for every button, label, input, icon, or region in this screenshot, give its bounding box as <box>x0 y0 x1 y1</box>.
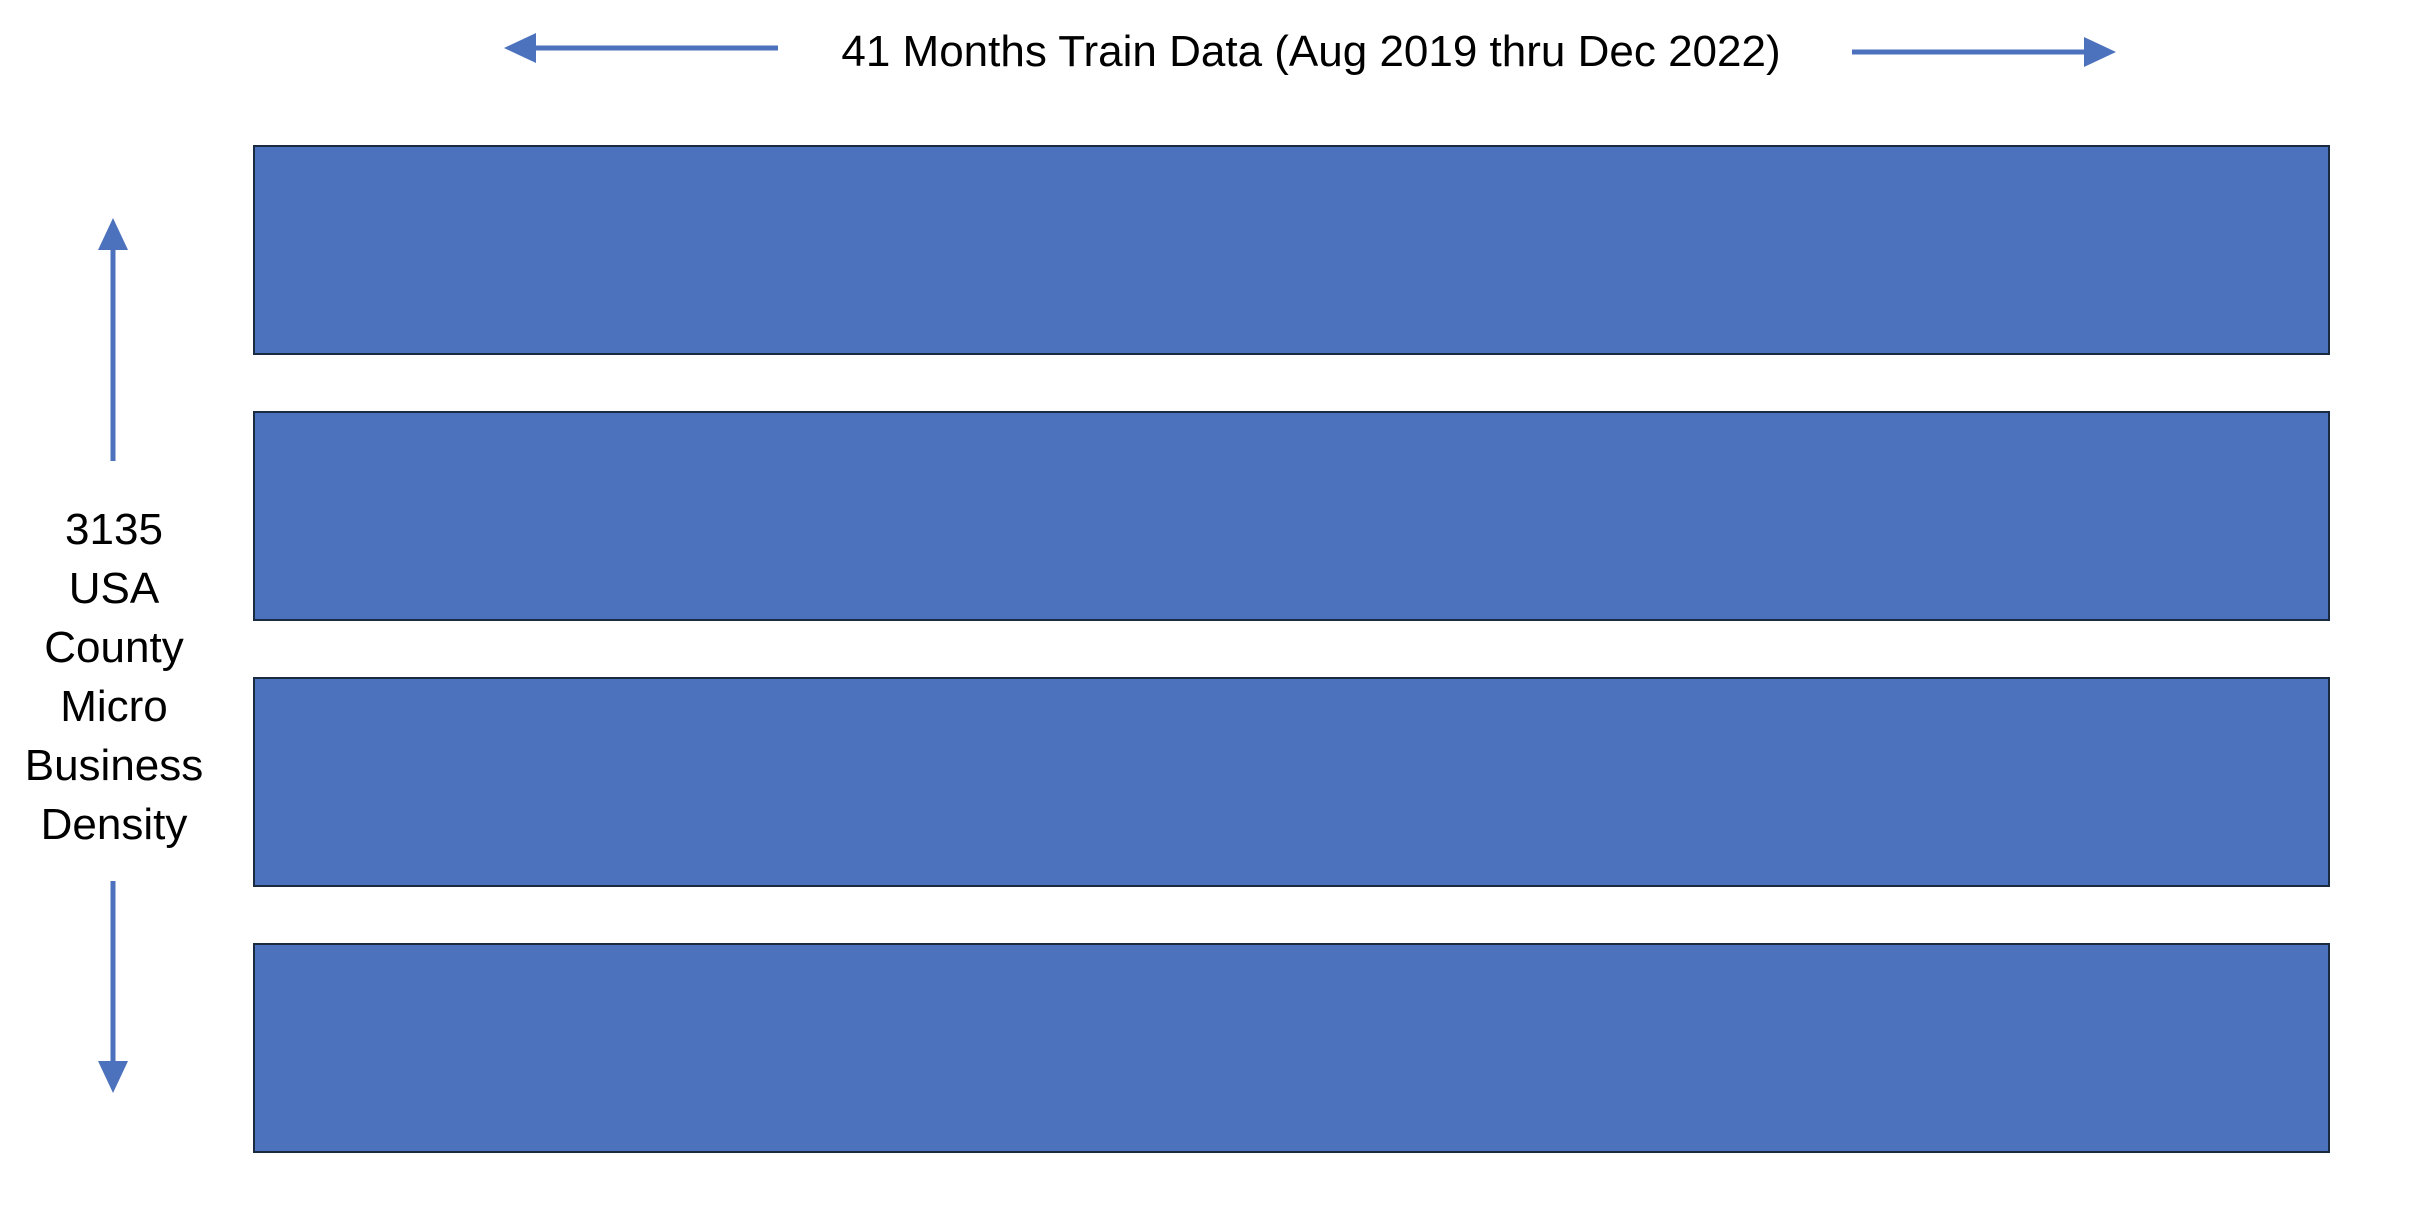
side-label-line: County <box>44 623 184 672</box>
county-density-label: 3135 USA County Micro Business Density <box>0 500 228 854</box>
side-label-line: Density <box>40 800 188 849</box>
down-arrow-icon <box>98 881 128 1093</box>
data-band <box>253 411 2330 621</box>
side-label-line: USA <box>68 564 160 613</box>
side-label-line: Micro <box>60 682 168 731</box>
side-label-line: 3135 <box>65 505 163 554</box>
right-arrow-icon <box>1852 37 2116 67</box>
data-band <box>253 943 2330 1153</box>
side-label-line: Business <box>24 741 204 790</box>
up-arrow-icon <box>98 218 128 461</box>
left-arrow-icon <box>504 33 778 63</box>
data-band <box>253 145 2330 355</box>
time-range-label: 41 Months Train Data (Aug 2019 thru Dec … <box>841 27 1781 76</box>
data-band <box>253 677 2330 887</box>
